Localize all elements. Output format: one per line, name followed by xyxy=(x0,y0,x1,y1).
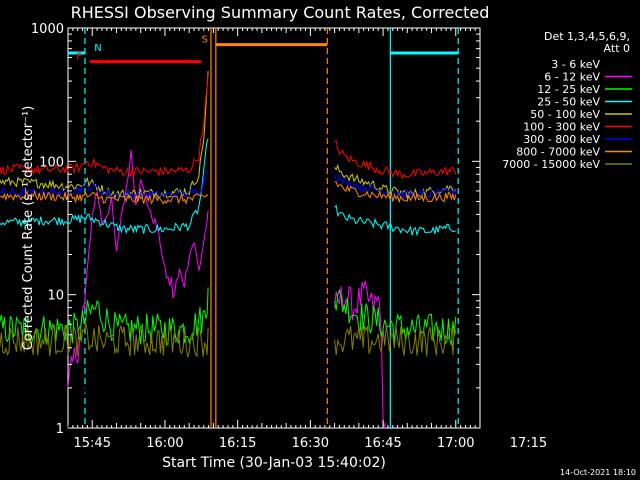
series-line-8-seg-0 xyxy=(0,323,209,359)
x-tick-label: 17:15 xyxy=(510,436,547,451)
legend-label: 100 - 300 keV xyxy=(523,121,600,134)
plot-frame xyxy=(67,27,481,429)
series-line-4-seg-0 xyxy=(0,70,209,200)
legend-label: 25 - 50 keV xyxy=(537,96,600,109)
x-tick-label: 16:45 xyxy=(364,436,401,451)
x-axis-ticks: 15:45 16:00 16:15 16:30 16:45 17:00 17:15 xyxy=(72,28,547,451)
series-line-2-seg-0 xyxy=(0,287,209,346)
x-tick-label: 17:00 xyxy=(437,436,474,451)
series-line-7-seg-1 xyxy=(334,181,457,204)
y-axis-ticks: 1 10 100 1000 xyxy=(31,22,480,437)
legend-label: 7000 - 15000 keV xyxy=(502,158,600,171)
x-tick-label: 16:00 xyxy=(146,436,183,451)
y-axis-label: Corrected Count Rate (s⁻¹ detector⁻¹) xyxy=(21,106,36,351)
series-line-5-seg-1 xyxy=(334,140,457,180)
legend-header-line1: Det 1,3,4,5,6,9, xyxy=(544,30,630,43)
x-tick-label: 16:15 xyxy=(219,436,256,451)
series-line-1-seg-0 xyxy=(67,149,209,388)
legend-label: 300 - 800 keV xyxy=(523,133,600,146)
flag-bars: N F S xyxy=(68,35,459,64)
series-line-6-seg-1 xyxy=(334,174,457,201)
legend-label: 50 - 100 keV xyxy=(530,108,600,121)
legend-header-line2: Att 0 xyxy=(604,42,630,55)
footer-date: 14-Oct-2021 18:10 xyxy=(560,468,636,477)
legend-label: 3 - 6 keV xyxy=(551,58,600,71)
series-line-8-seg-1 xyxy=(334,324,457,357)
legend-label: 12 - 25 keV xyxy=(537,83,600,96)
x-tick-label: 15:45 xyxy=(74,436,111,451)
chart-title: RHESSI Observing Summary Count Rates, Co… xyxy=(71,3,490,22)
series-line-5-seg-0 xyxy=(0,75,209,178)
flag-label-n: N xyxy=(94,43,101,54)
flag-label-s: S xyxy=(202,35,208,46)
y-tick-label: 1 xyxy=(56,422,64,437)
flag-label-f: F xyxy=(76,52,82,63)
y-tick-label: 100 xyxy=(39,155,64,170)
series-line-0-seg-0 xyxy=(67,154,209,430)
series-lines xyxy=(0,70,457,430)
series-line-0-seg-1 xyxy=(334,353,382,429)
y-tick-label: 10 xyxy=(47,289,64,304)
legend-label: 6 - 12 keV xyxy=(544,71,600,84)
vertical-markers xyxy=(84,28,459,428)
legend-label: 800 - 7000 keV xyxy=(516,146,600,159)
series-line-7-seg-0 xyxy=(0,189,209,205)
x-axis-label: Start Time (30-Jan-03 15:40:02) xyxy=(162,455,386,471)
series-line-3-seg-0 xyxy=(0,138,209,235)
y-tick-label: 1000 xyxy=(31,22,64,37)
series-line-3-seg-1 xyxy=(334,204,457,237)
x-tick-label: 16:30 xyxy=(292,436,329,451)
